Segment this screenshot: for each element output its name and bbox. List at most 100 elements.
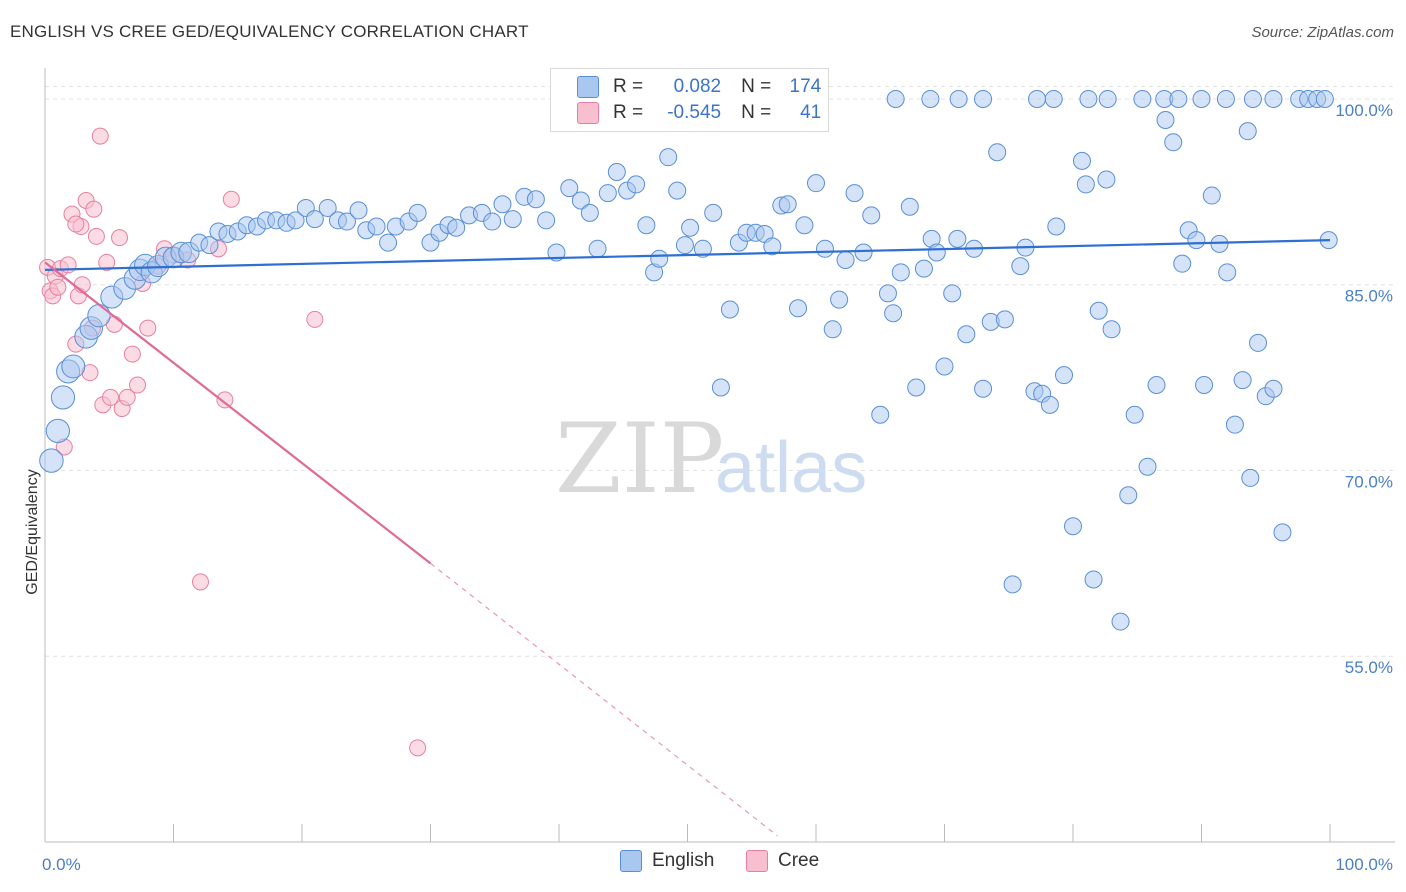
english-point [1098, 89, 1117, 108]
english-point [571, 191, 590, 210]
english-point [948, 229, 967, 248]
english-point [845, 184, 864, 203]
english-point [286, 211, 305, 230]
y-tick-label: 100.0% [1335, 101, 1393, 120]
english-point [681, 218, 700, 237]
legend-row-english: R = 0.082 N = 174 [577, 75, 821, 99]
legend-n-value: 41 [800, 102, 822, 123]
english-point [1076, 175, 1095, 194]
english-point [1040, 395, 1059, 414]
english-point [1241, 468, 1260, 487]
english-point [650, 249, 669, 268]
legend-r-label: R = [613, 76, 644, 97]
series-legend: English Cree [0, 850, 1406, 880]
cree-point [102, 388, 120, 406]
y-tick-label: 85.0% [1345, 287, 1393, 306]
cree-swatch [577, 102, 599, 124]
english-point [778, 195, 797, 214]
watermark: ZIP atlas [555, 403, 867, 515]
english-point [1216, 89, 1235, 108]
english-point [1173, 254, 1192, 273]
english-point [1079, 89, 1098, 108]
cree-point [306, 310, 324, 328]
legend-n-value: 174 [789, 76, 822, 97]
english-point [408, 203, 427, 222]
english-point [305, 210, 324, 229]
english-point [763, 237, 782, 256]
y-tick-label: 55.0% [1345, 658, 1393, 677]
english-point [318, 198, 337, 217]
cree-point [409, 739, 427, 757]
legend-n-label: N = [741, 102, 772, 123]
english-point [526, 190, 545, 209]
y-tick-labels: 100.0% 85.0% 70.0% 55.0% [1335, 101, 1393, 677]
y-tick-label: 70.0% [1345, 472, 1393, 491]
english-point [367, 217, 386, 236]
cree-point [85, 200, 103, 218]
english-point [1111, 612, 1130, 631]
english-point [1055, 366, 1074, 385]
english-point [693, 239, 712, 258]
cree-legend-label: Cree [778, 850, 820, 871]
english-point [637, 216, 656, 235]
english-point [1125, 405, 1144, 424]
english-point [1147, 376, 1166, 395]
legend-item-english[interactable]: English [620, 850, 714, 872]
english-point [349, 201, 368, 220]
legend-item-cree[interactable]: Cree [746, 850, 819, 872]
english-points [39, 89, 1338, 631]
english-point [1187, 231, 1206, 250]
english-point [1084, 570, 1103, 589]
english-point [921, 89, 940, 108]
cree-point [87, 227, 105, 245]
english-point [45, 418, 70, 444]
english-point [1225, 415, 1244, 434]
cree-point [118, 388, 136, 406]
cree-point [111, 229, 129, 247]
english-point [789, 299, 808, 318]
cree-point [123, 345, 141, 363]
english-swatch [577, 76, 599, 98]
english-point [547, 243, 566, 262]
english-point [914, 259, 933, 278]
english-point [668, 181, 687, 200]
cree-point [49, 278, 67, 296]
english-point [447, 218, 466, 237]
stats-legend: R = 0.082 N = 174 R = -0.545 N = 41 [550, 68, 829, 132]
english-point [720, 300, 739, 319]
english-trend-line [44, 239, 1331, 271]
english-point [988, 143, 1007, 162]
english-point [1192, 89, 1211, 108]
english-point [1218, 263, 1237, 282]
english-point [836, 250, 855, 269]
source-label: Source: ZipAtlas.com [1251, 24, 1394, 41]
english-point [807, 174, 825, 193]
cree-trend-line [44, 261, 432, 565]
english-point [588, 239, 607, 258]
english-point [1138, 457, 1157, 476]
cree-trend-extension [430, 562, 778, 837]
trend-lines [44, 239, 1331, 837]
english-point [1233, 371, 1252, 390]
legend-row-cree: R = -0.545 N = 41 [577, 101, 821, 125]
english-point [39, 448, 64, 473]
english-point [659, 148, 678, 167]
english-point [1264, 89, 1283, 108]
english-point [1156, 111, 1175, 130]
english-point [1238, 122, 1257, 141]
y-axis-label: GED/Equivalency [24, 469, 41, 594]
english-point [1089, 301, 1108, 320]
english-point [1264, 379, 1283, 398]
watermark-atlas: atlas [715, 428, 867, 508]
english-point [379, 233, 398, 252]
english-point [907, 378, 926, 397]
x-tick-label: 0.0% [42, 855, 81, 874]
english-point [1047, 217, 1066, 236]
english-point [1202, 186, 1221, 205]
english-point [891, 263, 910, 282]
english-point [1102, 320, 1121, 339]
english-point [1249, 333, 1268, 352]
english-point [675, 236, 694, 255]
english-point [627, 175, 646, 194]
